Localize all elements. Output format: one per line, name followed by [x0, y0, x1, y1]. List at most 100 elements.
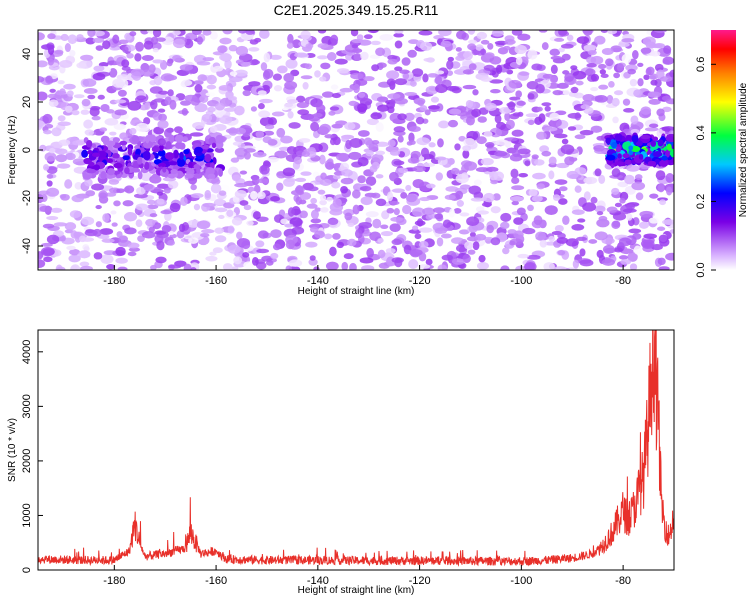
heatmap-blob-cell	[183, 149, 190, 155]
heatmap-cell	[152, 47, 159, 53]
heatmap-cell	[282, 167, 296, 177]
heatmap-cell	[189, 132, 204, 137]
heatmap-y-tick-label: 0	[21, 147, 33, 153]
heatmap-cell	[53, 222, 68, 227]
heatmap-cell	[466, 216, 480, 226]
heatmap-cell	[538, 113, 546, 123]
heatmap-cell	[477, 210, 490, 215]
heatmap-cell	[418, 30, 433, 36]
heatmap-cell	[590, 125, 603, 133]
heatmap-cell	[621, 53, 632, 64]
heatmap-cell	[119, 132, 128, 140]
heatmap-blob-cell	[611, 142, 618, 149]
heatmap-cell	[619, 197, 626, 204]
heatmap-cell	[363, 76, 375, 82]
heatmap-cell	[434, 156, 447, 161]
heatmap-cell	[112, 34, 120, 44]
heatmap-cell	[556, 237, 569, 244]
heatmap-cell	[613, 90, 624, 96]
heatmap-cell	[351, 44, 358, 49]
heatmap-cell	[467, 30, 476, 35]
heatmap-blob-cell	[86, 168, 97, 174]
heatmap-cell	[50, 207, 63, 213]
heatmap-cell	[409, 126, 421, 132]
heatmap-cell	[46, 187, 60, 197]
heatmap-cell	[117, 89, 127, 97]
heatmap-cell	[156, 198, 165, 205]
heatmap-cell	[46, 166, 58, 174]
heatmap-cell	[181, 79, 193, 87]
heatmap-cell	[92, 228, 102, 237]
heatmap-cell	[514, 44, 527, 55]
heatmap-cell	[252, 211, 261, 220]
heatmap-cell	[348, 151, 362, 160]
heatmap-cell	[46, 180, 53, 187]
heatmap-cell	[56, 266, 66, 270]
heatmap-cell	[582, 30, 593, 36]
heatmap-cell	[517, 253, 529, 259]
heatmap-cell	[480, 48, 487, 56]
heatmap-cell	[576, 36, 590, 44]
heatmap-cell	[288, 259, 303, 267]
heatmap-cell	[418, 181, 431, 192]
heatmap-cell	[436, 237, 444, 247]
heatmap-cell	[425, 183, 436, 189]
heatmap-cell	[500, 265, 510, 270]
heatmap-cell	[137, 235, 145, 242]
heatmap-cell	[71, 110, 80, 116]
heatmap-cell	[418, 264, 431, 269]
heatmap-cell	[499, 106, 512, 114]
heatmap-cell	[178, 223, 186, 233]
heatmap-cell	[234, 182, 248, 188]
heatmap-cell	[38, 60, 48, 68]
heatmap-cell	[285, 265, 292, 270]
heatmap-cell	[590, 86, 599, 92]
heatmap-cell	[59, 60, 73, 68]
heatmap-cell	[317, 55, 328, 60]
heatmap-cell	[665, 186, 673, 196]
heatmap-cell	[69, 49, 76, 57]
heatmap-cell	[160, 73, 175, 82]
heatmap-cell	[476, 136, 487, 145]
heatmap-cell	[146, 204, 159, 210]
heatmap-cell	[476, 31, 488, 40]
heatmap-cell	[336, 152, 350, 162]
heatmap-cell	[44, 123, 54, 129]
heatmap-cell	[434, 213, 443, 220]
heatmap-blob-cell	[164, 152, 175, 160]
heatmap-blob-cell	[131, 167, 141, 173]
heatmap-cell	[181, 108, 188, 116]
heatmap-cell	[600, 73, 609, 79]
heatmap-cell	[46, 234, 60, 245]
heatmap-cell	[91, 115, 101, 121]
heatmap-cell	[156, 191, 164, 196]
heatmap-cell	[317, 30, 327, 34]
heatmap-blob-cell	[624, 159, 632, 165]
heatmap-cell	[407, 157, 420, 164]
heatmap-cell	[264, 124, 275, 130]
heatmap-cell	[599, 69, 606, 75]
heatmap-cell	[305, 43, 314, 49]
heatmap-cell	[163, 188, 171, 194]
heatmap-cell	[651, 243, 663, 251]
heatmap-cell	[455, 55, 465, 61]
heatmap-cell	[566, 34, 574, 41]
heatmap-cell	[422, 73, 429, 83]
heatmap-cell	[387, 93, 401, 100]
heatmap-cell	[387, 139, 396, 148]
heatmap-panel: -180 -160 -140 -120 -100 -80 -40 -20 0 20 40 Heig…	[7, 29, 675, 297]
heatmap-cell	[287, 110, 294, 119]
heatmap-blob-cell	[622, 153, 630, 159]
heatmap-cell	[152, 30, 162, 38]
heatmap-cell	[623, 108, 635, 113]
heatmap-cell	[93, 252, 103, 260]
heatmap-cell	[391, 257, 404, 263]
heatmap-cell	[38, 32, 45, 41]
heatmap-cell	[243, 204, 252, 211]
heatmap-cell	[626, 164, 640, 172]
heatmap-cell	[377, 238, 384, 243]
heatmap-cell	[360, 196, 373, 206]
heatmap-cell	[111, 222, 118, 227]
snr-y-label: SNR (10 * v/v)	[7, 418, 18, 482]
heatmap-cell	[643, 74, 650, 81]
